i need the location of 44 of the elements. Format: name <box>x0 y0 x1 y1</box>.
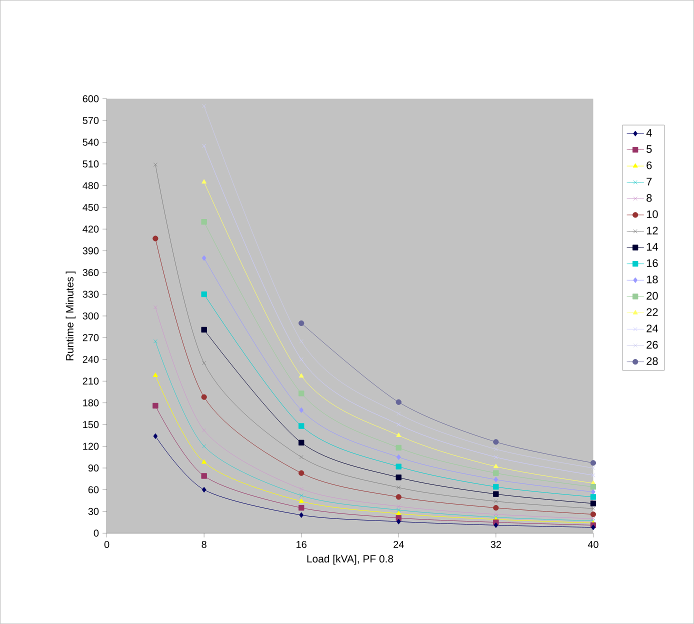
legend-label: 24 <box>646 324 658 332</box>
x-tick-label: 24 <box>394 540 404 548</box>
y-tick-label: 330 <box>82 290 99 298</box>
x-tick-label: 40 <box>588 540 598 548</box>
y-tick-label: 60 <box>88 486 99 494</box>
legend-label: 28 <box>646 357 658 366</box>
legend-label: 10 <box>646 210 658 218</box>
legend-label: 16 <box>646 259 658 268</box>
x-tick-label: 16 <box>296 540 306 548</box>
y-tick-label: 240 <box>82 356 99 363</box>
y-tick-label: 360 <box>82 269 99 276</box>
legend-label: 7 <box>646 178 652 186</box>
y-tick-label: 120 <box>83 442 99 450</box>
y-axis-title: Runtime [ Minutes ] <box>66 272 76 360</box>
y-tick-label: 90 <box>88 464 99 472</box>
legend-label: 4 <box>646 129 652 137</box>
x-tick-label: 0 <box>104 540 110 548</box>
y-tick-label: 510 <box>82 160 99 168</box>
y-tick-label: 390 <box>82 247 99 254</box>
y-tick-label: 420 <box>82 226 99 233</box>
legend-label: 20 <box>646 292 658 300</box>
legend-label: 14 <box>646 243 658 251</box>
y-tick-label: 30 <box>88 508 99 515</box>
legend-label: 26 <box>646 340 658 349</box>
y-tick-label: 150 <box>83 421 99 428</box>
y-tick-label: 450 <box>82 204 99 211</box>
legend-label: 6 <box>646 162 652 170</box>
y-tick-label: 210 <box>82 378 99 385</box>
legend-label: 5 <box>646 145 652 153</box>
x-axis-title: Load [kVA], PF 0.8 <box>307 554 394 565</box>
y-tick-label: 570 <box>82 117 99 124</box>
legend-label: 22 <box>646 308 658 316</box>
y-tick-label: 270 <box>82 334 99 342</box>
y-tick-label: 540 <box>82 138 99 146</box>
x-tick-label: 8 <box>202 540 206 548</box>
y-tick-label: 300 <box>82 312 99 320</box>
x-tick-label: 32 <box>490 540 501 548</box>
legend-label: 8 <box>646 194 652 202</box>
y-tick-label: 180 <box>83 399 99 406</box>
legend-label: 18 <box>646 276 658 284</box>
y-tick-label: 0 <box>94 530 99 537</box>
y-tick-label: 480 <box>82 182 99 190</box>
y-tick-label: 600 <box>82 95 99 102</box>
legend-label: 12 <box>646 226 658 234</box>
